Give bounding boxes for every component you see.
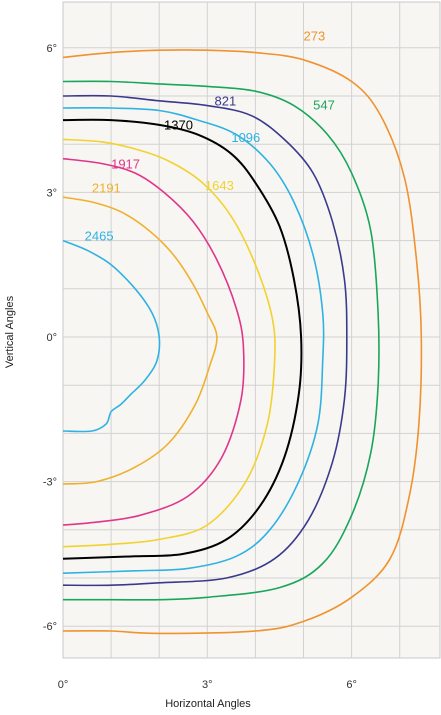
contour-label-2191: 2191 (92, 180, 121, 195)
contour-label-273: 273 (304, 29, 326, 44)
y-tick-label: 3° (46, 187, 57, 199)
x-tick-labels: 0° 3° 6° (58, 679, 357, 691)
contour-labels: 273 547 821 1096 1370 1643 1917 2191 2465 (85, 29, 335, 244)
contour-line-1643 (62, 138, 276, 548)
y-tick-label: -3° (43, 477, 57, 489)
x-tick-label: 0° (58, 679, 69, 691)
contour-label-821: 821 (215, 94, 237, 109)
contour-line-1370 (62, 118, 303, 560)
y-tick-label: 6° (46, 43, 57, 55)
y-axis-title: Vertical Angles (4, 295, 16, 368)
contour-label-1096: 1096 (231, 130, 260, 145)
x-tick-label: 3° (202, 679, 213, 691)
contour-line-2191 (62, 196, 218, 485)
y-tick-labels: 6° 3° 0° -3° -6° (43, 43, 57, 633)
contour-line-273 (62, 49, 423, 635)
y-tick-label: 0° (46, 332, 57, 344)
contour-label-1917: 1917 (111, 156, 140, 171)
contour-label-1643: 1643 (205, 178, 234, 193)
contour-line-1917 (62, 157, 245, 526)
contour-lines (62, 49, 423, 635)
x-tick-label: 6° (346, 679, 357, 691)
contour-line-821 (62, 94, 348, 587)
contour-label-547: 547 (313, 97, 335, 112)
plot-area (62, 1, 441, 659)
contour-label-2465: 2465 (85, 229, 114, 244)
contour-line-2465 (62, 239, 161, 433)
contour-line-1096 (62, 107, 325, 574)
y-tick-label: -6° (43, 621, 57, 633)
contour-line-547 (62, 80, 380, 601)
x-axis-title: Horizontal Angles (165, 698, 251, 710)
contour-label-1370: 1370 (164, 118, 193, 133)
grid-lines (63, 2, 440, 658)
